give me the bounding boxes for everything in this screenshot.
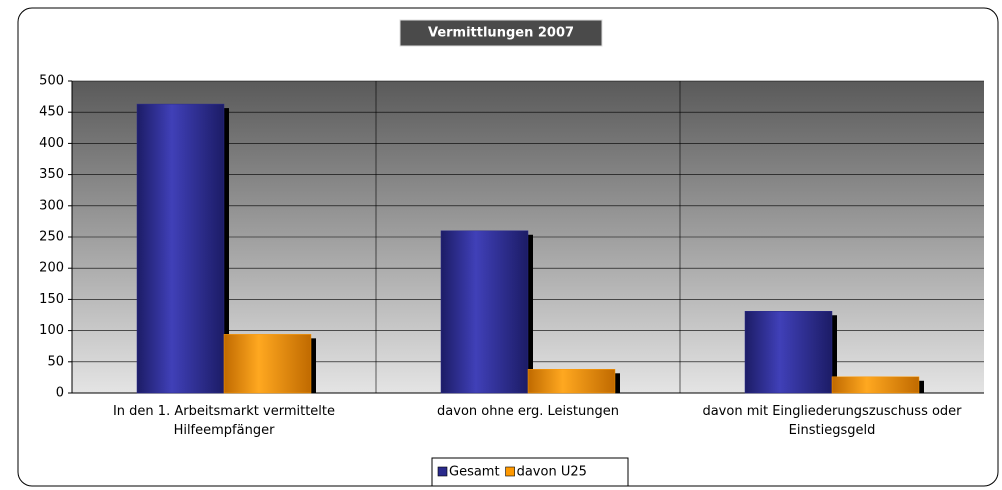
y-tick-label: 100 [39,323,64,338]
x-tick-label: In den 1. Arbeitsmarkt vermittelte Hilfe… [112,404,336,438]
bar [831,376,920,394]
y-tick-label: 50 [47,354,64,369]
x-tick-label: davon ohne erg. Leistungen [437,404,619,419]
y-tick-label: 250 [39,230,64,245]
y-tick-label: 350 [39,167,64,182]
legend-label: Gesamt [449,465,500,480]
legend-label: davon U25 [517,465,587,480]
bar [744,311,833,394]
legend-swatch [505,466,515,477]
legend-box [431,457,629,487]
x-tick-label: davon mit Eingliederungszuschuss oder Ei… [702,404,962,438]
bar [440,230,529,394]
chart-title: Vermittlungen 2007 [428,26,574,41]
bar [223,334,312,394]
y-tick-label: 0 [56,386,64,401]
y-tick-label: 500 [39,74,64,89]
y-tick-label: 150 [39,292,64,307]
title-box [399,19,603,47]
legend-swatch [437,466,448,477]
y-tick-label: 450 [39,105,64,120]
y-tick-label: 200 [39,261,64,276]
bar [136,103,225,394]
y-tick-label: 400 [39,136,64,151]
y-tick-label: 300 [39,198,64,213]
bar [527,369,616,394]
